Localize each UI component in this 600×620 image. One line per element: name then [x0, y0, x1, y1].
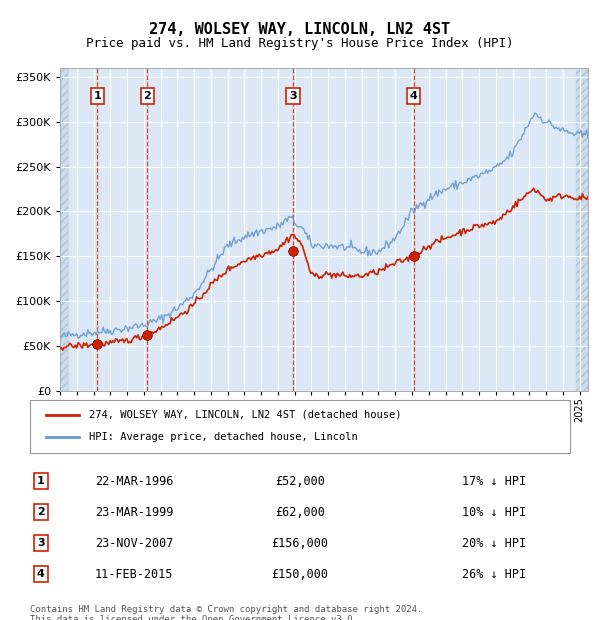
Text: 17% ↓ HPI: 17% ↓ HPI [462, 475, 526, 487]
Text: 11-FEB-2015: 11-FEB-2015 [95, 568, 173, 580]
Text: 2: 2 [143, 91, 151, 101]
Text: £150,000: £150,000 [271, 568, 329, 580]
Text: 3: 3 [37, 538, 44, 548]
Text: 26% ↓ HPI: 26% ↓ HPI [462, 568, 526, 580]
Text: 4: 4 [410, 91, 418, 101]
FancyBboxPatch shape [30, 400, 570, 453]
Text: Contains HM Land Registry data © Crown copyright and database right 2024.
This d: Contains HM Land Registry data © Crown c… [30, 604, 422, 620]
Text: 274, WOLSEY WAY, LINCOLN, LN2 4ST (detached house): 274, WOLSEY WAY, LINCOLN, LN2 4ST (detac… [89, 410, 402, 420]
Bar [576, 68, 588, 391]
Text: 1: 1 [94, 91, 101, 101]
Text: 3: 3 [289, 91, 297, 101]
Text: 4: 4 [37, 569, 45, 579]
Text: 10% ↓ HPI: 10% ↓ HPI [462, 506, 526, 518]
Text: 1: 1 [37, 476, 44, 486]
Text: £156,000: £156,000 [271, 537, 329, 549]
Text: Price paid vs. HM Land Registry's House Price Index (HPI): Price paid vs. HM Land Registry's House … [86, 37, 514, 50]
Bar [97, 68, 148, 391]
Text: 23-NOV-2007: 23-NOV-2007 [95, 537, 173, 549]
Bar [293, 68, 413, 391]
Text: £62,000: £62,000 [275, 506, 325, 518]
Text: HPI: Average price, detached house, Lincoln: HPI: Average price, detached house, Linc… [89, 432, 358, 442]
Text: £52,000: £52,000 [275, 475, 325, 487]
Text: 2: 2 [37, 507, 44, 517]
Text: 20% ↓ HPI: 20% ↓ HPI [462, 537, 526, 549]
Text: 274, WOLSEY WAY, LINCOLN, LN2 4ST: 274, WOLSEY WAY, LINCOLN, LN2 4ST [149, 22, 451, 37]
Text: 23-MAR-1999: 23-MAR-1999 [95, 506, 173, 518]
Bar [60, 68, 68, 391]
Bar [576, 68, 588, 391]
Text: 22-MAR-1996: 22-MAR-1996 [95, 475, 173, 487]
Bar [60, 68, 68, 391]
